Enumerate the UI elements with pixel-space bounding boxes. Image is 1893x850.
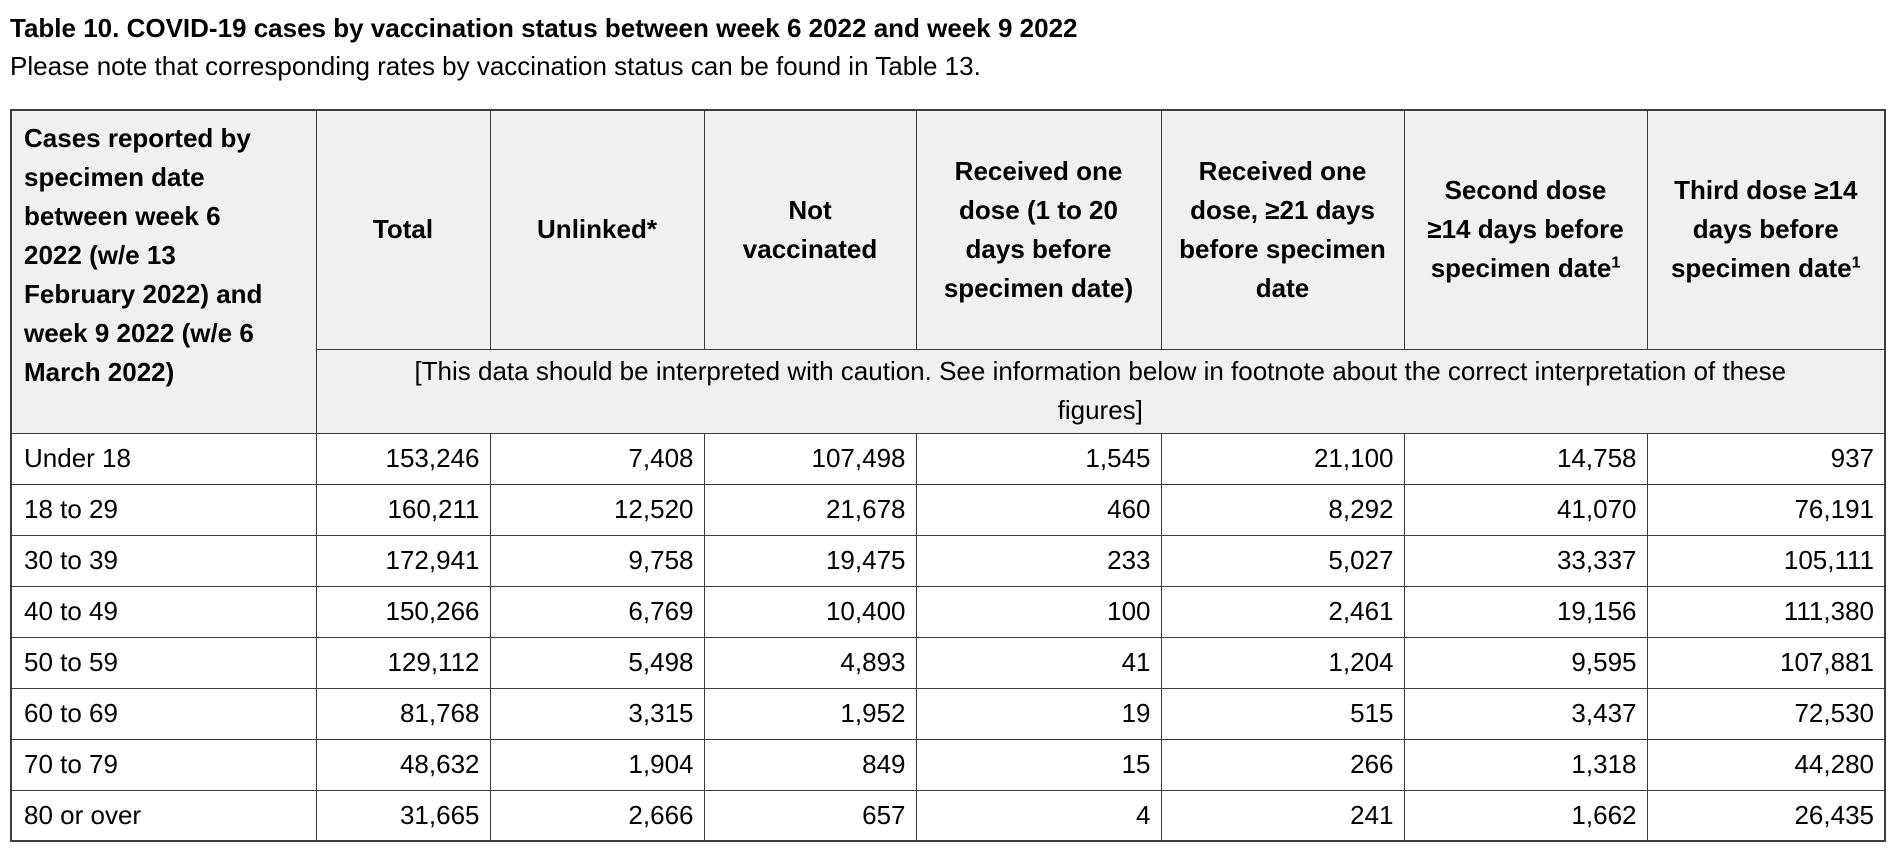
col-header-second-dose-14-plus-days: Second dose ≥14 days before specimen dat…: [1403, 109, 1648, 350]
cell-second-dose: 9,595: [1403, 636, 1648, 689]
cell-one-dose-1-20: 15: [915, 738, 1162, 791]
table-title: Table 10. COVID-19 cases by vaccination …: [10, 13, 1078, 43]
cell-not-vaccinated: 10,400: [703, 585, 917, 638]
table-row-80-or-over: 80 or over 31,665 2,666 657 4 241 1,662 …: [10, 789, 1886, 842]
caution-note: [This data should be interpreted with ca…: [414, 356, 1787, 425]
table-row-40-to-49: 40 to 49 150,266 6,769 10,400 100 2,461 …: [10, 585, 1886, 638]
covid-cases-by-vaccination-status-table: Cases reported by specimen date between …: [10, 109, 1886, 842]
cell-total: 31,665: [315, 789, 491, 842]
cell-one-dose-1-20: 1,545: [915, 432, 1162, 485]
cell-not-vaccinated: 657: [703, 789, 917, 842]
footnote-marker: 1: [1851, 253, 1861, 272]
cell-third-dose: 111,380: [1646, 585, 1886, 638]
cell-one-dose-21-plus: 8,292: [1160, 483, 1405, 536]
table-row-60-to-69: 60 to 69 81,768 3,315 1,952 19 515 3,437…: [10, 687, 1886, 740]
cell-unlinked: 3,315: [489, 687, 705, 740]
cell-not-vaccinated: 21,678: [703, 483, 917, 536]
col-header-total: Total: [315, 109, 491, 350]
col-header-unlinked: Unlinked*: [489, 109, 705, 350]
cell-one-dose-21-plus: 1,204: [1160, 636, 1405, 689]
cell-unlinked: 2,666: [489, 789, 705, 842]
row-label: 60 to 69: [10, 687, 317, 740]
cell-third-dose: 105,111: [1646, 534, 1886, 587]
cell-unlinked: 1,904: [489, 738, 705, 791]
col-header-one-dose-1-20-days: Received one dose (1 to 20 days before s…: [915, 109, 1162, 350]
cell-third-dose: 44,280: [1646, 738, 1886, 791]
table-row-under-18: Under 18 153,246 7,408 107,498 1,545 21,…: [10, 432, 1886, 485]
cell-one-dose-1-20: 100: [915, 585, 1162, 638]
cell-one-dose-21-plus: 5,027: [1160, 534, 1405, 587]
cell-not-vaccinated: 1,952: [703, 687, 917, 740]
row-label: 40 to 49: [10, 585, 317, 638]
cell-second-dose: 41,070: [1403, 483, 1648, 536]
footnote-marker: 1: [1611, 253, 1621, 272]
cell-unlinked: 6,769: [489, 585, 705, 638]
cell-total: 153,246: [315, 432, 491, 485]
cell-second-dose: 1,662: [1403, 789, 1648, 842]
cell-third-dose: 72,530: [1646, 687, 1886, 740]
table-row-50-to-59: 50 to 59 129,112 5,498 4,893 41 1,204 9,…: [10, 636, 1886, 689]
cell-third-dose: 76,191: [1646, 483, 1886, 536]
header-row: Cases reported by specimen date between …: [10, 109, 1886, 434]
cell-not-vaccinated: 4,893: [703, 636, 917, 689]
cell-unlinked: 5,498: [489, 636, 705, 689]
cell-unlinked: 7,408: [489, 432, 705, 485]
cell-total: 129,112: [315, 636, 491, 689]
col-header-label: Second dose ≥14 days before specimen dat…: [1427, 175, 1624, 284]
cell-not-vaccinated: 849: [703, 738, 917, 791]
cell-second-dose: 1,318: [1403, 738, 1648, 791]
col-header-one-dose-21-plus-days: Received one dose, ≥21 days before speci…: [1160, 109, 1405, 350]
cell-one-dose-21-plus: 515: [1160, 687, 1405, 740]
cell-total: 150,266: [315, 585, 491, 638]
col-header-label: Received one dose, ≥21 days before speci…: [1179, 155, 1386, 303]
col-header-label: Not vaccinated: [742, 194, 878, 264]
col-header-third-dose-14-plus-days: Third dose ≥14 days before specimen date…: [1646, 109, 1886, 350]
row-label: Under 18: [10, 432, 317, 485]
col-header-label: Unlinked*: [537, 214, 657, 245]
cell-total: 172,941: [315, 534, 491, 587]
caution-row: [This data should be interpreted with ca…: [11, 348, 1886, 434]
col-header-label: Third dose ≥14 days before specimen date: [1670, 175, 1858, 284]
cell-unlinked: 9,758: [489, 534, 705, 587]
col-header-label: Total: [372, 214, 434, 245]
cell-one-dose-21-plus: 21,100: [1160, 432, 1405, 485]
cell-third-dose: 107,881: [1646, 636, 1886, 689]
cell-unlinked: 12,520: [489, 483, 705, 536]
cell-third-dose: 937: [1646, 432, 1886, 485]
row-label: 18 to 29: [10, 483, 317, 536]
cell-second-dose: 19,156: [1403, 585, 1648, 638]
cell-one-dose-1-20: 460: [915, 483, 1162, 536]
cell-third-dose: 26,435: [1646, 789, 1886, 842]
cell-one-dose-1-20: 41: [915, 636, 1162, 689]
row-label: 80 or over: [10, 789, 317, 842]
cell-one-dose-1-20: 4: [915, 789, 1162, 842]
cell-second-dose: 3,437: [1403, 687, 1648, 740]
cell-one-dose-21-plus: 241: [1160, 789, 1405, 842]
cell-total: 48,632: [315, 738, 491, 791]
col-header-not-vaccinated: Not vaccinated: [703, 109, 917, 350]
cell-one-dose-1-20: 19: [915, 687, 1162, 740]
table-row-18-to-29: 18 to 29 160,211 12,520 21,678 460 8,292…: [10, 483, 1886, 536]
cell-second-dose: 14,758: [1403, 432, 1648, 485]
table-row-30-to-39: 30 to 39 172,941 9,758 19,475 233 5,027 …: [10, 534, 1886, 587]
row-label: 30 to 39: [10, 534, 317, 587]
table-row-70-to-79: 70 to 79 48,632 1,904 849 15 266 1,318 4…: [10, 738, 1886, 791]
caution-note-cell: [This data should be interpreted with ca…: [315, 348, 1886, 434]
cell-not-vaccinated: 107,498: [703, 432, 917, 485]
cell-second-dose: 33,337: [1403, 534, 1648, 587]
cell-one-dose-1-20: 233: [915, 534, 1162, 587]
cell-one-dose-21-plus: 266: [1160, 738, 1405, 791]
cell-total: 160,211: [315, 483, 491, 536]
col-header-label: Received one dose (1 to 20 days before s…: [943, 155, 1134, 303]
cell-one-dose-21-plus: 2,461: [1160, 585, 1405, 638]
row-label: 50 to 59: [10, 636, 317, 689]
table-subtitle: Please note that corresponding rates by …: [10, 51, 981, 81]
cell-not-vaccinated: 19,475: [703, 534, 917, 587]
row-label: 70 to 79: [10, 738, 317, 791]
cell-total: 81,768: [315, 687, 491, 740]
row-header-cases-reported: Cases reported by specimen date between …: [10, 109, 317, 434]
